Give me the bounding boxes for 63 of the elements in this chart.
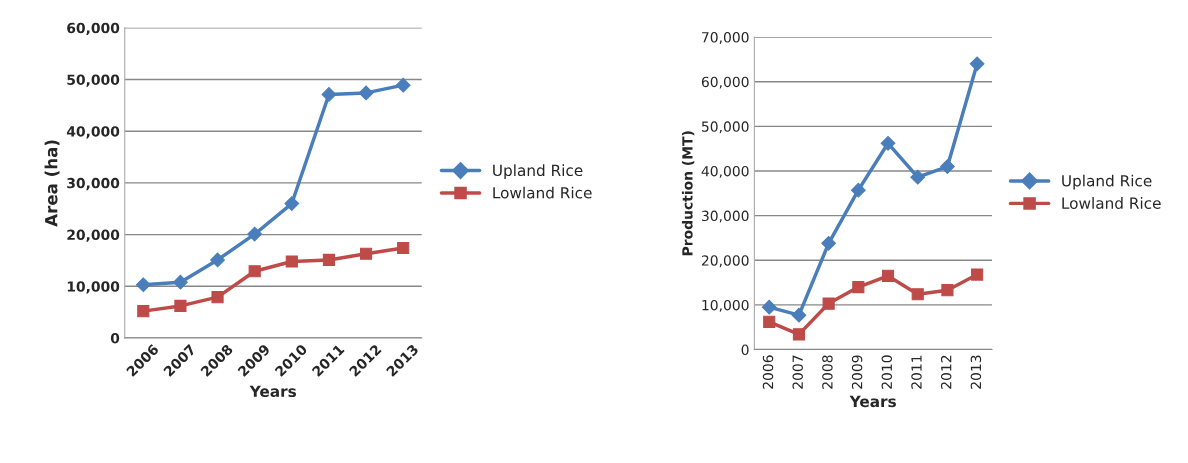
point (763, 315, 776, 328)
point (792, 328, 806, 341)
y-tick-label: 60,000 (701, 76, 749, 89)
point (941, 284, 954, 297)
y-tick-label: 0 (110, 332, 120, 344)
point (397, 241, 410, 255)
point (822, 297, 835, 310)
y-axis-title: Production (MT) (681, 131, 695, 256)
point (821, 235, 837, 251)
x-tick-label: 2009 (851, 355, 863, 389)
x-tick-label: 2013 (970, 355, 982, 389)
point (321, 87, 337, 102)
point (174, 299, 187, 313)
point (137, 305, 150, 318)
x-tick-label: 2007 (792, 355, 803, 389)
y-tick-label: 20,000 (67, 229, 120, 242)
legend-label: Lowland Rice (1062, 197, 1161, 209)
point (248, 265, 261, 278)
point (911, 288, 924, 301)
point (358, 85, 374, 101)
point (850, 182, 866, 198)
x-axis-title: Years (849, 395, 896, 408)
y-tick-label: 50,000 (67, 74, 120, 87)
legend-label: Upland Rice (493, 164, 583, 180)
legend-label: Lowland Rice (493, 186, 592, 199)
y-tick-label: 70,000 (702, 32, 749, 44)
point (247, 226, 263, 242)
x-tick-label: 2008 (822, 355, 833, 389)
y-tick-label: 50,000 (701, 121, 749, 134)
y-tick-label: 30,000 (67, 177, 120, 191)
point (210, 252, 225, 268)
point (211, 291, 224, 304)
x-tick-label: 2012 (940, 355, 952, 389)
point (173, 274, 188, 290)
y-tick-label: 20,000 (701, 255, 749, 268)
point (322, 253, 335, 266)
y-tick-label: 30,000 (701, 210, 749, 223)
point (285, 255, 298, 268)
point (881, 269, 895, 282)
point (969, 56, 985, 72)
point (940, 159, 955, 174)
point (284, 196, 300, 211)
y-tick-label: 40,000 (701, 165, 749, 178)
y-tick-label: 0 (741, 344, 749, 356)
point (971, 268, 984, 281)
y-tick-label: 60,000 (67, 22, 120, 36)
point (135, 277, 151, 293)
y-axis-title: Area (ha) (44, 140, 60, 227)
x-tick-label: 2011 (911, 355, 922, 389)
point (910, 169, 926, 185)
point (761, 299, 777, 315)
point (791, 307, 807, 323)
x-tick-label: 2006 (762, 355, 774, 389)
point (359, 247, 373, 260)
point (395, 77, 411, 93)
point (880, 135, 896, 151)
point (852, 280, 865, 294)
x-axis-title: Years (249, 385, 296, 398)
y-tick-label: 10,000 (67, 281, 120, 294)
legend-label: Upland Rice (1062, 174, 1152, 190)
y-tick-label: 40,000 (66, 126, 120, 139)
x-tick-label: 2010 (881, 355, 893, 389)
y-tick-label: 10,000 (702, 299, 749, 312)
